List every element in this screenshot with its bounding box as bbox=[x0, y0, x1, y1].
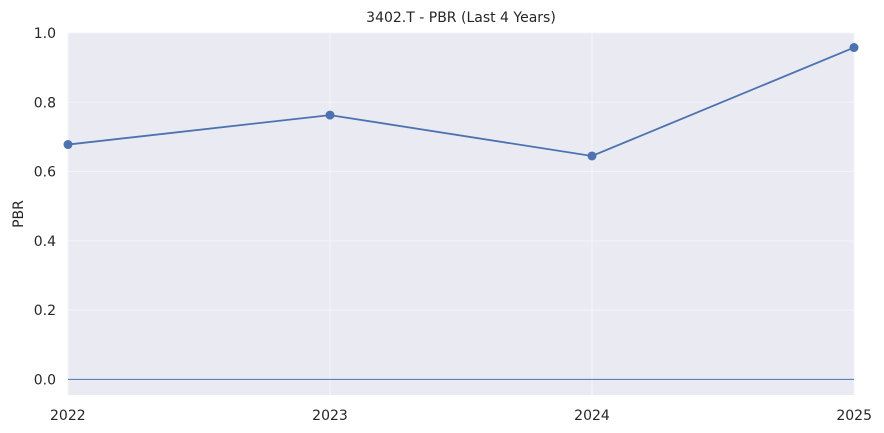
data-point-2024 bbox=[587, 151, 597, 161]
y-tick-label: 0.4 bbox=[34, 234, 56, 250]
data-point-2023 bbox=[325, 110, 335, 120]
y-tick-label: 0.8 bbox=[34, 95, 56, 111]
chart-title: 3402.T - PBR (Last 4 Years) bbox=[366, 10, 556, 26]
grid bbox=[67, 32, 855, 395]
plot-background bbox=[68, 33, 854, 395]
x-tick-label: 2025 bbox=[836, 408, 872, 424]
y-tick-label: 0.0 bbox=[34, 372, 56, 388]
x-tick-labels: 2022 2023 2024 2025 bbox=[50, 408, 872, 424]
data-point-2022 bbox=[63, 140, 73, 150]
data-point-2025 bbox=[849, 43, 859, 53]
x-tick-label: 2024 bbox=[574, 408, 610, 424]
y-tick-label: 1.0 bbox=[34, 26, 56, 42]
x-tick-label: 2023 bbox=[312, 408, 348, 424]
y-tick-label: 0.2 bbox=[34, 303, 56, 319]
y-tick-labels: 0.0 0.2 0.4 0.6 0.8 1.0 bbox=[34, 26, 56, 388]
y-tick-label: 0.6 bbox=[34, 165, 56, 181]
series-line bbox=[67, 46, 855, 157]
y-axis-label: PBR bbox=[11, 200, 27, 228]
x-tick-label: 2022 bbox=[50, 408, 86, 424]
data-points bbox=[63, 43, 859, 161]
